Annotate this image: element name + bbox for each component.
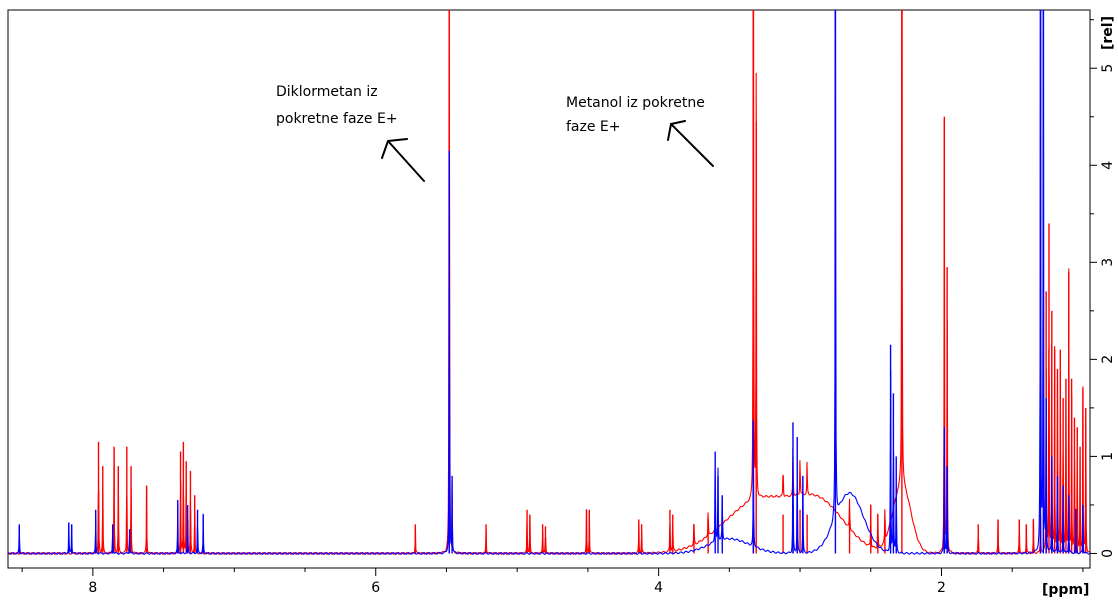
x-tick-label-4: 4 xyxy=(654,580,663,596)
series-1-trace xyxy=(8,10,1090,555)
annotation-diklormetan: Diklormetan iz pokretne faze E+ xyxy=(276,84,425,182)
y-tick-label-3: 3 xyxy=(1100,258,1116,267)
x-tick-label-2: 2 xyxy=(937,580,946,596)
annotation-diklormetan-line-2: pokretne faze E+ xyxy=(276,111,398,127)
x-tick-label-8: 8 xyxy=(88,580,97,596)
y-axis-unit-label: [rel] xyxy=(1100,16,1116,50)
annotation-diklormetan-arrow xyxy=(381,138,425,182)
y-tick-label-4: 4 xyxy=(1100,161,1116,170)
x-axis-unit-label: [ppm] xyxy=(1042,582,1089,598)
y-axis: 0 1 2 3 4 5 xyxy=(1090,19,1116,558)
plot-frame xyxy=(7,9,1091,569)
annotation-diklormetan-line-1: Diklormetan iz xyxy=(276,84,378,100)
series-0 xyxy=(8,10,1090,555)
annotation-metanol: Metanol iz pokretne faze E+ xyxy=(566,95,714,167)
y-tick-label-1: 1 xyxy=(1100,452,1116,461)
annotation-metanol-line-1: Metanol iz pokretne xyxy=(566,95,705,111)
x-axis: 8 6 4 2 xyxy=(21,568,1084,596)
annotation-metanol-arrow xyxy=(667,120,714,167)
annotation-metanol-line-2: faze E+ xyxy=(566,119,621,135)
series-1 xyxy=(8,10,1090,555)
y-tick-label-2: 2 xyxy=(1100,355,1116,364)
y-tick-label-0: 0 xyxy=(1100,549,1116,558)
y-tick-label-5: 5 xyxy=(1100,64,1116,73)
x-tick-label-6: 6 xyxy=(371,580,380,596)
series-layer xyxy=(8,10,1090,555)
